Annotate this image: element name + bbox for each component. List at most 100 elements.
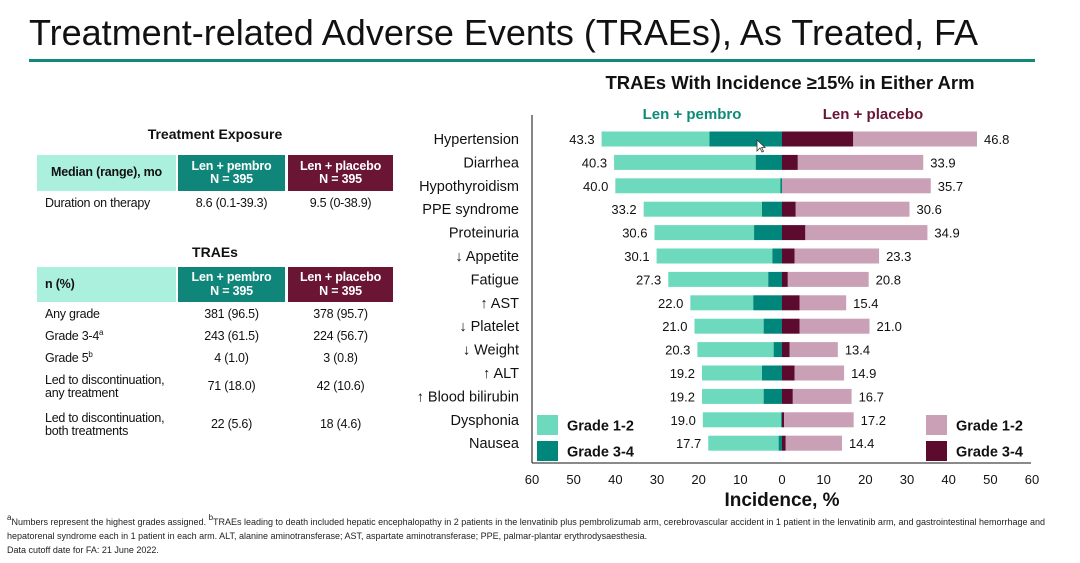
header-label-text: Median (range), mo — [51, 165, 162, 180]
bar-pembro-grade-3-4 — [762, 201, 782, 217]
bar-placebo-grade-3-4 — [782, 295, 800, 311]
category-label: ↓ Platelet — [459, 319, 519, 335]
value-label-pembro: 40.3 — [582, 155, 607, 170]
traes-header-pembro: Len + pembro N = 395 — [178, 267, 285, 302]
value-label-pembro: 40.0 — [583, 179, 608, 194]
arm-n: N = 395 — [210, 172, 253, 186]
row-label: Any grade — [45, 307, 100, 322]
footnote-marker: a — [7, 513, 12, 522]
placebo-value: 9.5 (0-38.9) — [309, 196, 372, 211]
arm-n: N = 395 — [319, 172, 362, 186]
pembro-value: 4 (1.0) — [214, 351, 249, 366]
placebo-value: 3 (0.8) — [323, 351, 358, 366]
value-label-placebo: 33.9 — [930, 155, 955, 170]
bar-pembro-grade-1-2 — [690, 295, 754, 311]
category-label: Nausea — [469, 436, 520, 452]
bar-pembro-grade-3-4 — [763, 388, 782, 404]
legend-swatch-pembro-1 — [537, 441, 558, 461]
value-label-placebo: 16.7 — [859, 389, 884, 404]
bar-pembro-grade-3-4 — [773, 342, 782, 358]
footnote-marker: b — [88, 350, 93, 360]
bar-placebo-grade-3-4 — [782, 131, 854, 147]
traes-header-label: n (%) — [37, 267, 176, 302]
exposure-header-placebo: Len + placebo N = 395 — [288, 155, 393, 191]
value-label-placebo: 13.4 — [845, 343, 870, 358]
traes-header-placebo: Len + placebo N = 395 — [288, 267, 393, 302]
category-label: Hypertension — [434, 132, 519, 148]
row-label-line1: Led to discontinuation, — [45, 410, 165, 425]
x-tick-label: 30 — [900, 472, 914, 487]
bar-pembro-grade-3-4 — [778, 435, 782, 451]
footnote-text: Numbers represent the highest grades ass… — [11, 517, 209, 527]
value-label-placebo: 23.3 — [886, 249, 911, 264]
arm-name: Len + placebo — [299, 270, 382, 284]
legend-label: Grade 1-2 — [567, 419, 634, 435]
bar-placebo-grade-3-4 — [782, 388, 793, 404]
placebo-value: 42 (10.6) — [316, 379, 365, 394]
pembro-value: 8.6 (0.1-39.3) — [195, 196, 268, 211]
category-label: Hypothyroidism — [419, 179, 519, 195]
category-label: ↓ Weight — [463, 343, 519, 359]
bars-layer — [601, 131, 977, 451]
bar-pembro-grade-1-2 — [694, 318, 764, 334]
value-label-pembro: 21.0 — [662, 319, 687, 334]
bar-pembro-grade-3-4 — [753, 295, 782, 311]
bar-placebo-grade-1-2 — [799, 318, 870, 334]
value-label-placebo: 14.9 — [851, 366, 876, 381]
footnote-marker: a — [99, 328, 104, 338]
slide-title: Treatment-related Adverse Events (TRAEs)… — [29, 12, 979, 53]
category-label: PPE syndrome — [422, 202, 519, 218]
bar-pembro-grade-1-2 — [601, 131, 710, 147]
bar-placebo-grade-1-2 — [794, 248, 880, 264]
bar-placebo-grade-1-2 — [784, 412, 854, 428]
pembro-value: 243 (61.5) — [204, 329, 259, 344]
bar-pembro-grade-3-4 — [755, 154, 782, 170]
legend-label: Grade 3-4 — [567, 445, 634, 461]
row-label-text: Grade 3-4 — [45, 329, 100, 344]
bar-pembro-grade-3-4 — [768, 271, 782, 287]
x-tick-label: 40 — [608, 472, 622, 487]
category-label: ↓ Appetite — [455, 249, 519, 265]
row-label: Led to discontinuation, both treatments — [45, 410, 165, 439]
legend-label: Grade 3-4 — [956, 445, 1023, 461]
bar-placebo-grade-1-2 — [782, 178, 931, 194]
labels-layer: Hypertension 43.3 46.8 Diarrhea 40.3 33.9 Hypo… — [417, 132, 1040, 487]
bar-pembro-grade-1-2 — [643, 201, 762, 217]
bar-pembro-grade-1-2 — [702, 388, 764, 404]
arm-name: Len + pembro — [191, 158, 272, 173]
x-tick-label: 60 — [1025, 472, 1039, 487]
value-label-pembro: 19.2 — [670, 389, 695, 404]
bar-placebo-grade-1-2 — [797, 154, 924, 170]
pembro-value: 381 (96.5) — [204, 307, 259, 322]
value-label-placebo: 35.7 — [938, 179, 963, 194]
legend-swatch-placebo-1 — [926, 441, 947, 461]
arm-n: N = 395 — [210, 283, 253, 298]
arm-name: Len + placebo — [299, 158, 382, 173]
bar-placebo-grade-3-4 — [782, 412, 785, 428]
x-tick-label: 10 — [816, 472, 830, 487]
value-label-placebo: 14.4 — [849, 436, 874, 451]
bar-pembro-grade-1-2 — [708, 435, 779, 451]
bar-placebo-grade-3-4 — [782, 201, 796, 217]
bar-placebo-grade-1-2 — [785, 435, 842, 451]
category-label: Fatigue — [471, 272, 519, 288]
arm-n: N = 395 — [319, 283, 362, 298]
pembro-value: 71 (18.0) — [207, 379, 256, 394]
value-label-placebo: 20.8 — [876, 272, 901, 287]
category-label: Proteinuria — [449, 226, 520, 242]
arm-label-placebo: Len + placebo — [823, 106, 923, 123]
bar-placebo-grade-3-4 — [782, 154, 798, 170]
x-tick-label: 60 — [525, 472, 539, 487]
bar-placebo-grade-1-2 — [794, 365, 845, 381]
footnote-marker: b — [208, 513, 214, 522]
row-label-line2: both treatments — [45, 424, 129, 438]
x-tick-label: 30 — [650, 472, 664, 487]
row-label: Grade 3-4a — [45, 328, 104, 344]
table-row: Led to discontinuation, both treatments … — [37, 411, 393, 439]
bar-pembro-grade-1-2 — [614, 154, 756, 170]
bar-pembro-grade-1-2 — [615, 178, 781, 194]
exposure-heading: Treatment Exposure — [147, 126, 283, 142]
value-label-placebo: 15.4 — [853, 296, 878, 311]
bar-placebo-grade-3-4 — [782, 248, 795, 264]
bar-placebo-grade-1-2 — [795, 201, 910, 217]
